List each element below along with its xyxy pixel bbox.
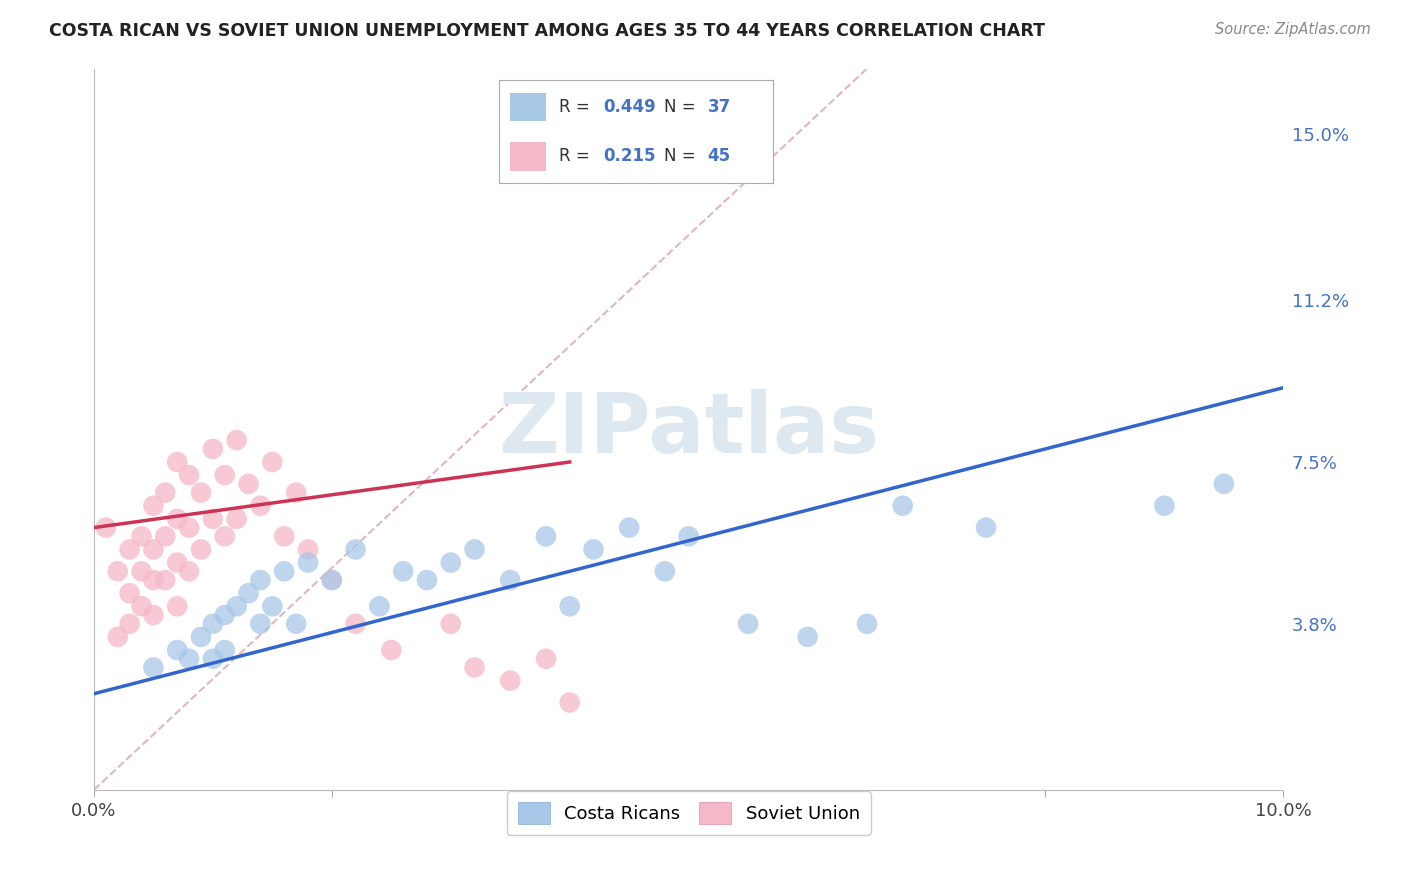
Point	[155, 485, 177, 500]
Point	[177, 468, 200, 483]
Point	[273, 529, 295, 543]
Legend: Costa Ricans, Soviet Union: Costa Ricans, Soviet Union	[506, 791, 870, 835]
Text: 37: 37	[707, 98, 731, 116]
Bar	[510, 93, 546, 121]
Point	[107, 630, 129, 644]
Text: 45: 45	[707, 147, 731, 165]
Point	[534, 529, 557, 543]
Point	[214, 607, 236, 622]
Point	[214, 468, 236, 483]
Point	[464, 660, 486, 674]
Point	[321, 573, 343, 587]
Point	[416, 573, 439, 587]
Point	[201, 442, 224, 456]
Point	[225, 512, 247, 526]
Point	[214, 529, 236, 543]
Point	[107, 564, 129, 578]
Point	[558, 599, 581, 614]
Point	[262, 455, 284, 469]
Point	[534, 652, 557, 666]
Point	[142, 542, 165, 557]
Point	[440, 556, 463, 570]
Point	[249, 499, 271, 513]
Point	[392, 564, 415, 578]
Point	[297, 556, 319, 570]
Point	[118, 586, 141, 600]
Point	[582, 542, 605, 557]
Text: R =: R =	[560, 147, 596, 165]
Point	[558, 696, 581, 710]
Point	[737, 616, 759, 631]
Point	[464, 542, 486, 557]
Point	[891, 499, 914, 513]
Point	[155, 573, 177, 587]
Point	[1153, 499, 1175, 513]
Text: N =: N =	[664, 98, 700, 116]
Point	[974, 520, 997, 534]
Point	[166, 556, 188, 570]
Text: Source: ZipAtlas.com: Source: ZipAtlas.com	[1215, 22, 1371, 37]
Text: 0.215: 0.215	[603, 147, 655, 165]
Point	[131, 564, 153, 578]
Point	[499, 573, 522, 587]
Point	[190, 630, 212, 644]
Point	[201, 512, 224, 526]
Point	[856, 616, 879, 631]
Point	[499, 673, 522, 688]
Point	[94, 520, 117, 534]
Point	[166, 455, 188, 469]
Text: R =: R =	[560, 98, 596, 116]
Point	[190, 542, 212, 557]
Point	[177, 652, 200, 666]
Text: ZIPatlas: ZIPatlas	[498, 389, 879, 470]
Point	[201, 652, 224, 666]
Point	[177, 520, 200, 534]
Point	[297, 542, 319, 557]
Point	[155, 529, 177, 543]
Point	[321, 573, 343, 587]
Point	[214, 643, 236, 657]
Point	[190, 485, 212, 500]
Point	[131, 529, 153, 543]
Point	[796, 630, 818, 644]
Point	[166, 643, 188, 657]
Point	[225, 433, 247, 447]
Point	[166, 512, 188, 526]
Point	[238, 586, 260, 600]
Point	[344, 542, 367, 557]
Point	[617, 520, 640, 534]
Point	[344, 616, 367, 631]
Point	[166, 599, 188, 614]
Point	[285, 485, 308, 500]
Point	[368, 599, 391, 614]
Point	[142, 607, 165, 622]
Text: N =: N =	[664, 147, 700, 165]
Point	[131, 599, 153, 614]
Point	[380, 643, 402, 657]
Point	[249, 616, 271, 631]
Point	[142, 499, 165, 513]
Text: COSTA RICAN VS SOVIET UNION UNEMPLOYMENT AMONG AGES 35 TO 44 YEARS CORRELATION C: COSTA RICAN VS SOVIET UNION UNEMPLOYMENT…	[49, 22, 1045, 40]
Point	[440, 616, 463, 631]
Point	[177, 564, 200, 578]
Point	[249, 573, 271, 587]
Point	[285, 616, 308, 631]
Text: 0.449: 0.449	[603, 98, 657, 116]
Point	[273, 564, 295, 578]
Point	[142, 660, 165, 674]
Point	[201, 616, 224, 631]
Point	[225, 599, 247, 614]
Point	[238, 476, 260, 491]
Point	[654, 564, 676, 578]
Bar	[510, 142, 546, 170]
Point	[262, 599, 284, 614]
Point	[678, 529, 700, 543]
Point	[118, 616, 141, 631]
Point	[1212, 476, 1234, 491]
Point	[118, 542, 141, 557]
Point	[142, 573, 165, 587]
